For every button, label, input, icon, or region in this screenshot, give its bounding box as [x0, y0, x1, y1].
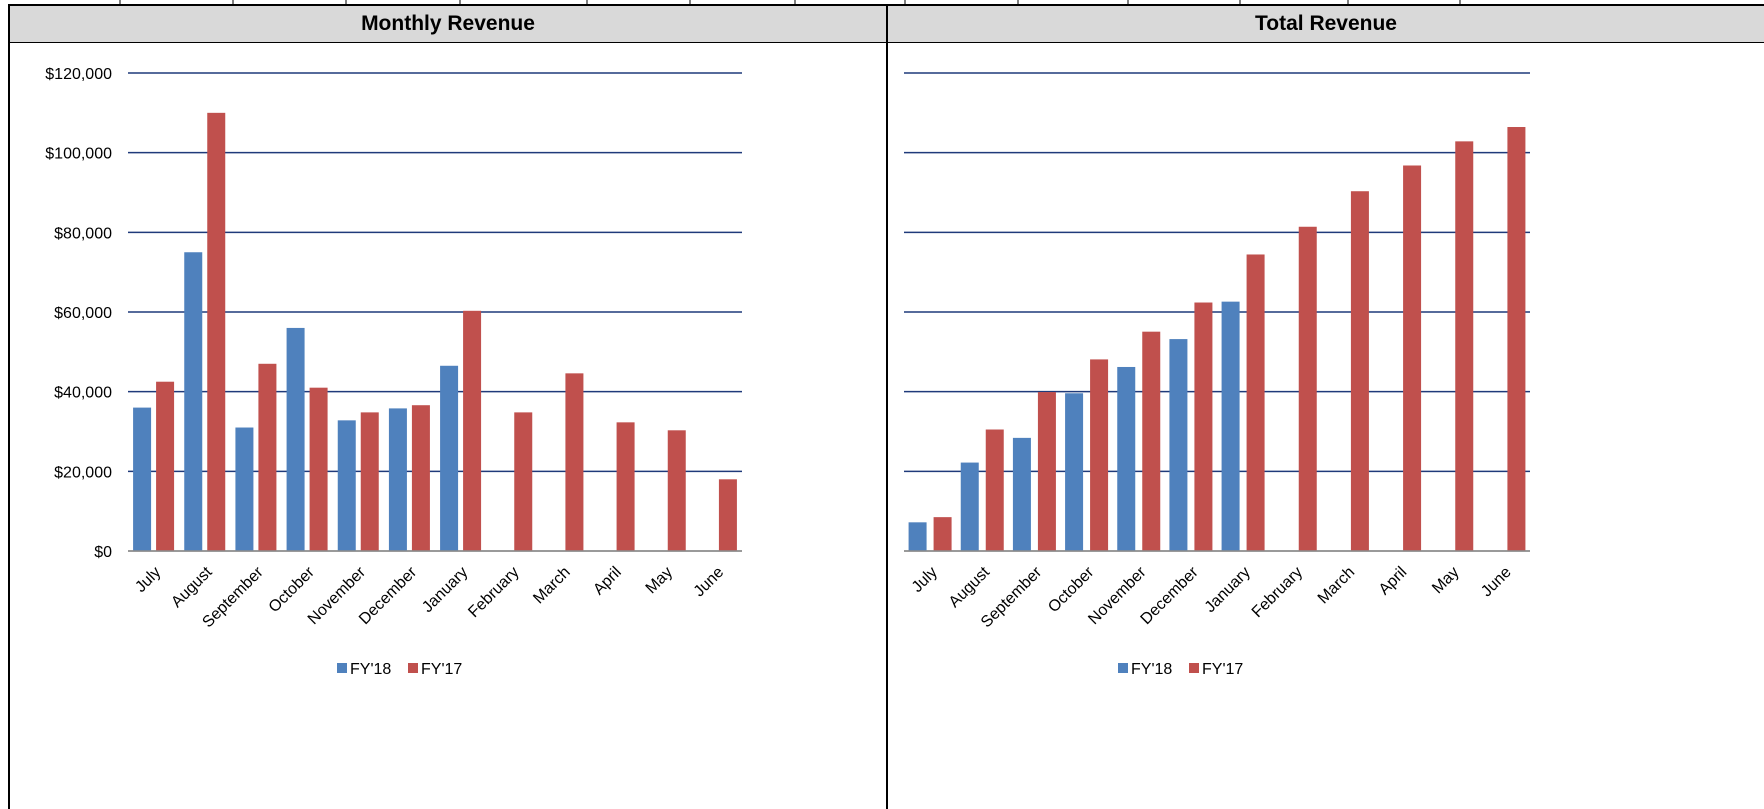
bar-fy18-october — [1065, 393, 1084, 551]
bar-fy17-september — [1037, 392, 1056, 551]
y-tick-label: $80,000 — [54, 225, 112, 242]
bar-fy17-november — [1142, 331, 1161, 551]
bar-fy17-july — [156, 381, 175, 551]
bar-fy17-january — [463, 310, 482, 551]
x-tick-label: February — [465, 564, 522, 621]
bar-fy17-april — [616, 422, 635, 551]
monthly-revenue-panel: Monthly Revenue $0 $20,000 $40,000 $60,000 $… — [8, 4, 887, 809]
bar-fy18-december — [1169, 339, 1188, 551]
y-tick-label: $20,000 — [54, 464, 112, 481]
legend-swatch — [408, 663, 418, 673]
monthly-revenue-title: Monthly Revenue — [10, 6, 886, 43]
bar-fy17-october — [309, 387, 328, 551]
bar-fy17-september — [258, 363, 277, 551]
legend-label: FY'18 — [350, 661, 391, 678]
x-tick-label: May — [643, 564, 676, 597]
x-tick-label: July — [132, 564, 164, 596]
bar-fy17-october — [1090, 359, 1109, 551]
bar-fy18-november — [337, 420, 356, 551]
x-tick-label: March — [1315, 564, 1358, 607]
bar-fy17-february — [514, 412, 533, 551]
x-tick-label: October — [1045, 563, 1098, 616]
bar-fy18-august — [184, 252, 203, 551]
bar-fy18-july — [133, 407, 152, 551]
bar-fy17-may — [667, 430, 686, 551]
legend-label: FY'18 — [1131, 661, 1172, 678]
x-tick-label: August — [946, 563, 994, 611]
legend-label: FY'17 — [1202, 661, 1243, 678]
bar-fy17-february — [1298, 226, 1317, 552]
bar-fy17-december — [1194, 302, 1213, 551]
x-tick-label: January — [1202, 564, 1254, 616]
x-tick-label: August — [168, 563, 216, 611]
x-tick-label: December — [1138, 563, 1203, 628]
x-tick-label: April — [590, 564, 625, 599]
y-tick-label: $0 — [94, 544, 112, 561]
y-tick-label: $40,000 — [54, 385, 112, 402]
bar-fy17-april — [1403, 165, 1422, 552]
x-tick-label: January — [419, 564, 471, 616]
bar-fy18-january — [440, 365, 459, 551]
bar-fy18-september — [235, 427, 254, 551]
bar-fy17-march — [565, 373, 584, 551]
y-tick-label: $100,000 — [45, 146, 112, 163]
bar-fy18-january — [1221, 301, 1240, 551]
y-tick-label: $120,000 — [45, 66, 112, 83]
bar-fy17-march — [1350, 191, 1369, 551]
bar-fy18-november — [1117, 366, 1136, 551]
x-tick-label: July — [909, 564, 941, 596]
legend-label: FY'17 — [421, 661, 462, 678]
bar-fy17-january — [1246, 254, 1265, 552]
bar-fy17-may — [1455, 141, 1474, 551]
bar-fy18-september — [1012, 437, 1031, 551]
x-tick-label: March — [530, 564, 573, 607]
plot-area: $0 $20,000 $40,000 $60,000 $80,000 $100,000 $1… — [45, 66, 742, 631]
legend-swatch — [337, 663, 347, 673]
x-tick-label: May — [1429, 564, 1462, 597]
bar-fy17-december — [411, 405, 430, 551]
x-tick-label: February — [1249, 564, 1306, 621]
total-revenue-panel: Total Revenue $0$100,000$200,000$300,000… — [887, 4, 1764, 809]
bar-fy17-june — [1507, 127, 1526, 551]
bar-fy17-august — [207, 112, 226, 551]
bar-fy18-december — [388, 408, 407, 551]
legend: FY'18 FY'17 — [337, 661, 462, 678]
legend-swatch — [1118, 663, 1128, 673]
bar-fy17-june — [718, 479, 737, 551]
x-tick-label: June — [691, 564, 728, 601]
x-tick-label: October — [266, 563, 319, 616]
bar-fy17-august — [985, 429, 1004, 551]
bar-fy17-november — [360, 412, 379, 551]
total-revenue-title: Total Revenue — [888, 6, 1764, 43]
y-tick-label: $60,000 — [54, 305, 112, 322]
total-revenue-chart: $0$100,000$200,000$300,000$400,000$500,0… — [888, 66, 1530, 678]
legend-swatch — [1189, 663, 1199, 673]
bar-fy18-august — [960, 462, 979, 551]
x-tick-label: June — [1478, 564, 1515, 601]
plot-area: $0$100,000$200,000$300,000$400,000$500,0… — [888, 66, 1530, 631]
legend: FY'18 FY'17 — [1118, 661, 1243, 678]
bar-fy18-october — [286, 327, 305, 551]
x-tick-label: April — [1376, 564, 1411, 599]
monthly-revenue-chart: $0 $20,000 $40,000 $60,000 $80,000 $100,000 $1… — [45, 66, 742, 678]
bar-fy17-july — [933, 517, 952, 551]
bar-fy18-july — [908, 522, 927, 551]
